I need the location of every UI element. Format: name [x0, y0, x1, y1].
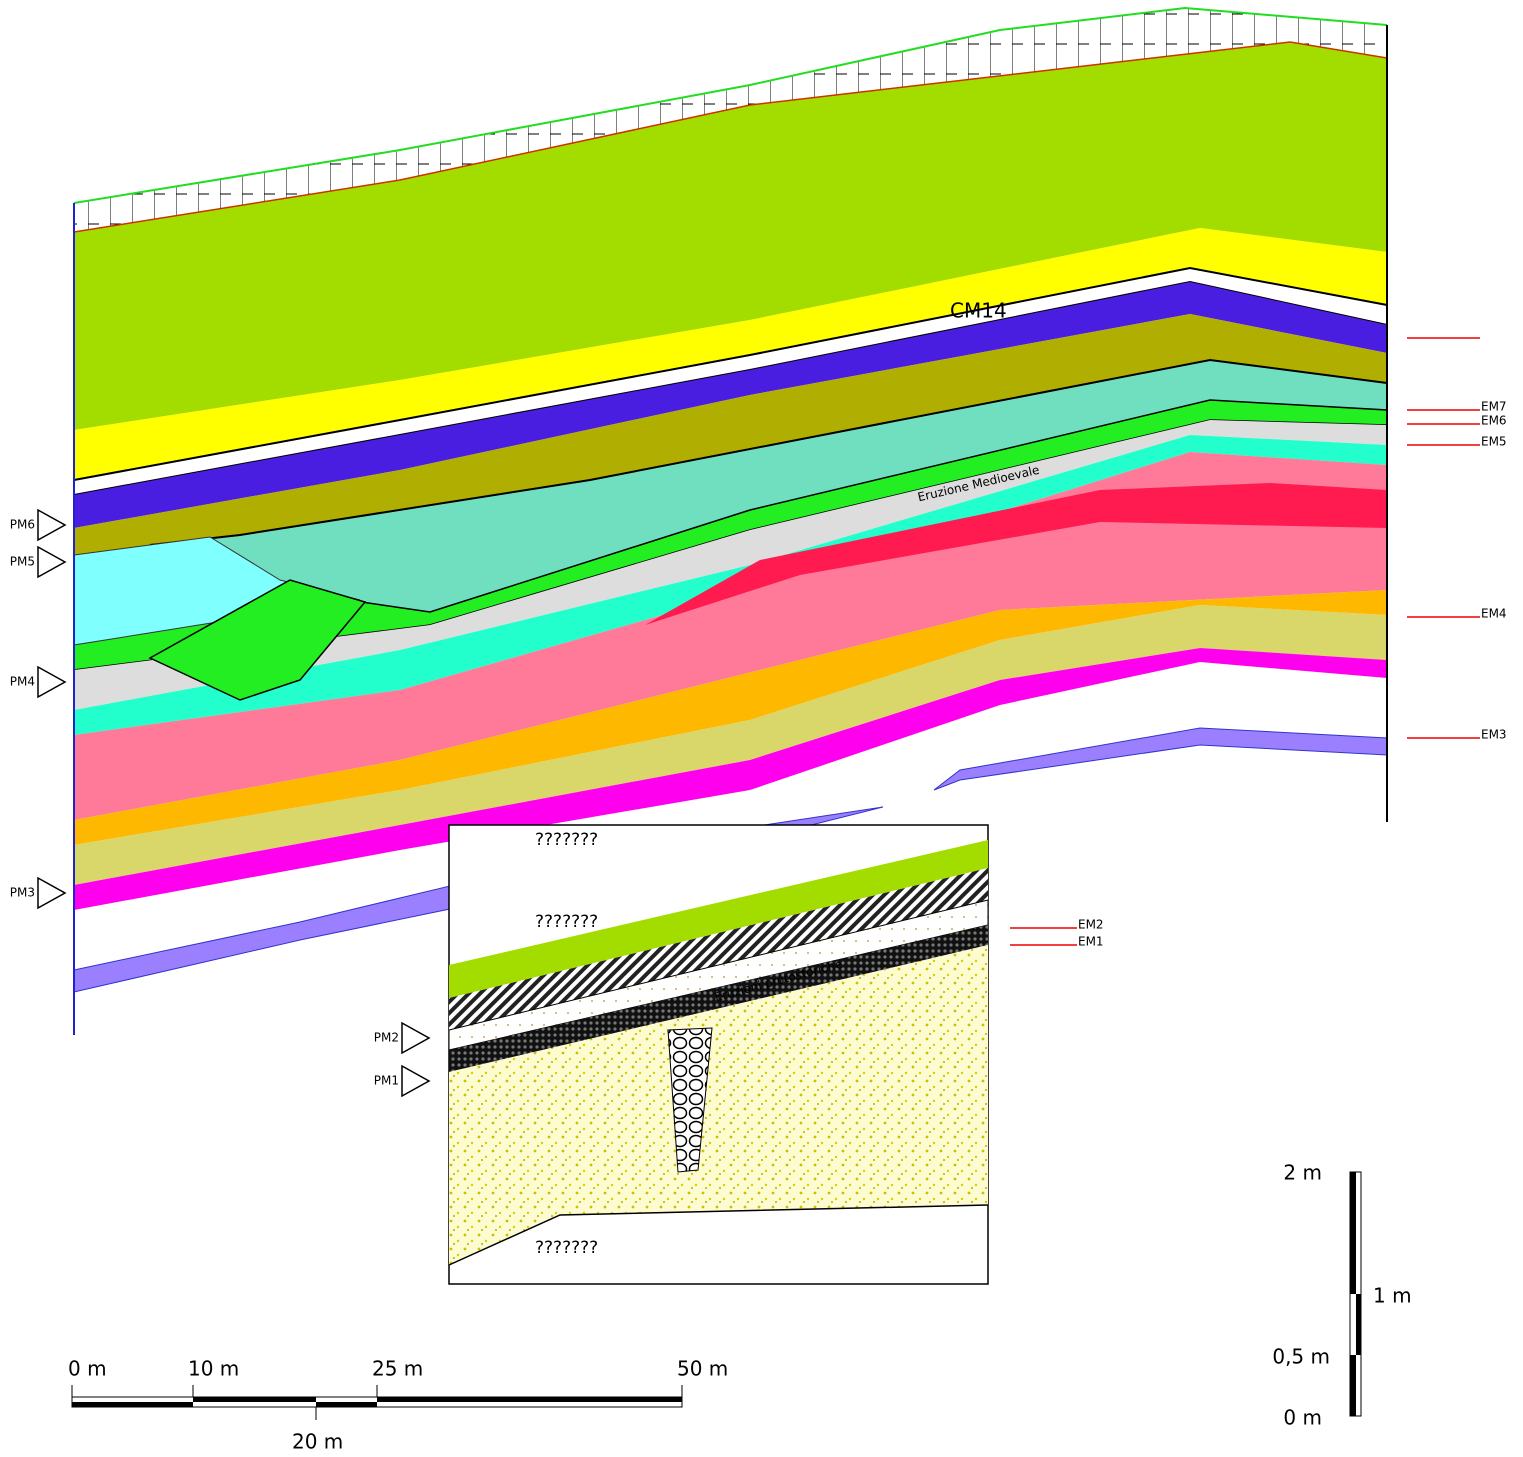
layer-label: CM14: [950, 299, 1007, 323]
scale-label: 20 m: [292, 1430, 343, 1454]
em-label: EM2: [1078, 918, 1104, 932]
pm-triangle: [38, 878, 65, 908]
scale-label: 10 m: [188, 1357, 239, 1381]
pm-label: PM1: [374, 1074, 399, 1088]
scale-label: 2 m: [1283, 1161, 1322, 1185]
em-label: EM3: [1481, 728, 1507, 742]
pm-label: PM2: [374, 1031, 399, 1045]
scale-label: 25 m: [372, 1357, 423, 1381]
vertical-scale: 2 m 1 m 0,5 m 0 m: [1272, 1161, 1411, 1430]
scale-segment: [316, 1402, 377, 1407]
pm-label: PM6: [10, 518, 35, 532]
unknown-label: ???????: [535, 912, 598, 932]
scale-label: 1 m: [1373, 1284, 1412, 1308]
em-label: EM7: [1481, 400, 1507, 414]
pm-triangle: [38, 667, 65, 697]
unknown-label: ???????: [535, 1238, 598, 1258]
pm-triangle: [402, 1066, 429, 1096]
pm-triangle: [38, 510, 65, 540]
scale-label: 0 m: [68, 1357, 107, 1381]
scale-segment: [1350, 1172, 1356, 1294]
pm-label: PM5: [10, 555, 35, 569]
scale-label: 50 m: [677, 1357, 728, 1381]
scale-segment: [193, 1397, 316, 1402]
pm-label: PM4: [10, 675, 35, 689]
em-label: EM5: [1481, 435, 1507, 449]
pm-triangle: [38, 547, 65, 577]
scale-segment: [377, 1397, 682, 1402]
scale-label: 0,5 m: [1272, 1345, 1330, 1369]
pm-label: PM3: [10, 886, 35, 900]
inset: ??????? ??????? ??????? Eruzioni protost…: [449, 825, 988, 1284]
pm-triangle: [402, 1023, 429, 1053]
em-label: EM4: [1481, 607, 1507, 621]
horizontal-scale: 0 m 10 m 25 m 50 m 20 m: [68, 1357, 728, 1454]
em-label: EM6: [1481, 414, 1507, 428]
layer: [934, 728, 1387, 790]
scale-segment: [1350, 1355, 1356, 1416]
cross-section: CM14 Eruzione Medioevale ??????? ???????…: [0, 0, 1523, 1457]
scale-segment: [72, 1402, 193, 1407]
unknown-label: ???????: [535, 830, 598, 850]
scale-segment: [1356, 1294, 1361, 1355]
em-label: EM1: [1078, 935, 1104, 949]
scale-label: 0 m: [1283, 1406, 1322, 1430]
page: CM14 Eruzione Medioevale ??????? ???????…: [0, 0, 1523, 1457]
